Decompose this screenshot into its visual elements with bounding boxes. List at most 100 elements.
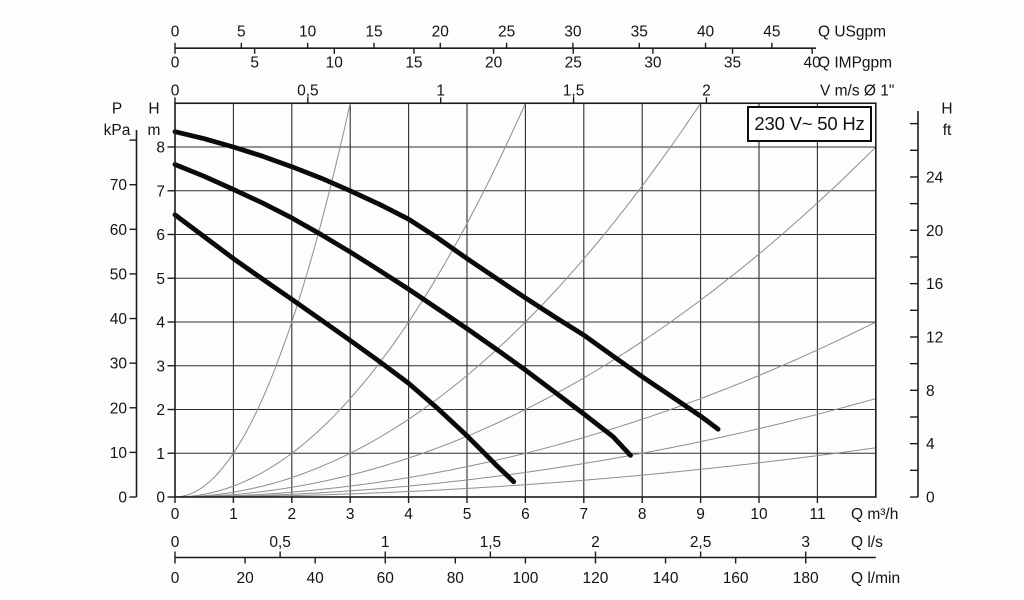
svg-text:0: 0 (171, 534, 180, 551)
svg-text:H: H (148, 101, 159, 118)
svg-text:ft: ft (943, 122, 952, 139)
svg-text:0,5: 0,5 (297, 83, 319, 100)
svg-text:60: 60 (377, 570, 395, 587)
svg-text:2: 2 (287, 506, 296, 523)
svg-text:0,5: 0,5 (269, 534, 291, 551)
pipe-loss-curve-n128 (175, 447, 876, 498)
svg-text:H: H (941, 101, 952, 118)
svg-text:3: 3 (156, 358, 165, 375)
svg-text:6: 6 (156, 227, 165, 244)
svg-text:1: 1 (436, 83, 445, 100)
axis-m3h: 0 1 2 3 4 5 6 7 8 9 10 11 Q m³/h (171, 497, 898, 523)
svg-text:0: 0 (171, 24, 180, 41)
pipe-loss-curve-n64 (175, 398, 876, 498)
pipe-loss-curve-n9 (175, 103, 702, 498)
svg-text:0: 0 (926, 490, 935, 507)
svg-text:1: 1 (381, 534, 390, 551)
svg-text:2: 2 (156, 402, 165, 419)
svg-text:2,5: 2,5 (690, 534, 712, 551)
power-rating-box: 230 V~ 50 Hz (747, 106, 872, 142)
svg-text:kPa: kPa (104, 122, 131, 139)
svg-text:35: 35 (631, 24, 648, 41)
svg-text:2: 2 (591, 534, 600, 551)
svg-text:Q l/s: Q l/s (851, 534, 883, 551)
svg-text:5: 5 (237, 24, 246, 41)
svg-text:30: 30 (110, 356, 128, 373)
svg-text:Q IMPgpm: Q IMPgpm (818, 55, 892, 72)
svg-text:0: 0 (171, 506, 180, 523)
svg-text:Q l/min: Q l/min (851, 570, 900, 587)
svg-text:20: 20 (926, 223, 944, 240)
svg-text:7: 7 (156, 183, 165, 200)
svg-text:40: 40 (697, 24, 715, 41)
pipe-loss-curve-n1 (174, 103, 351, 498)
svg-text:8: 8 (156, 140, 165, 157)
svg-text:5: 5 (250, 55, 259, 72)
svg-text:P: P (112, 101, 122, 118)
svg-text:35: 35 (724, 55, 741, 72)
svg-text:6: 6 (521, 506, 530, 523)
svg-text:120: 120 (583, 570, 609, 587)
svg-text:10: 10 (299, 24, 317, 41)
svg-text:15: 15 (405, 55, 422, 72)
svg-text:30: 30 (644, 55, 662, 72)
svg-text:4: 4 (926, 436, 935, 453)
svg-text:V m/s Ø 1": V m/s Ø 1" (820, 83, 894, 100)
axis-lmin: 0 20 40 60 80 100 120 140 160 180 Q l/min (171, 557, 900, 587)
axis-usgpm: 0 5 10 15 20 25 30 35 40 45 Q USgpm (171, 24, 886, 49)
svg-text:100: 100 (512, 570, 538, 587)
svg-text:3: 3 (801, 534, 810, 551)
svg-text:8: 8 (638, 506, 647, 523)
svg-text:16: 16 (926, 276, 943, 293)
pipe-loss-curve-n36 (175, 321, 877, 498)
svg-text:20: 20 (432, 24, 450, 41)
svg-text:1,5: 1,5 (480, 534, 502, 551)
svg-text:0: 0 (171, 83, 180, 100)
axis-impgpm: 0 5 10 15 20 25 30 35 40Q IMPgpm (171, 48, 892, 72)
axis-ft: 0 4 8 12 16 20 24 Hft (910, 101, 953, 507)
svg-text:12: 12 (926, 329, 943, 346)
svg-text:160: 160 (723, 570, 749, 587)
pump-curve-speed-lower (172, 212, 517, 485)
svg-text:30: 30 (564, 24, 582, 41)
svg-text:1: 1 (156, 446, 165, 463)
svg-text:15: 15 (365, 24, 382, 41)
svg-text:10: 10 (110, 445, 128, 462)
svg-text:0: 0 (171, 55, 180, 72)
svg-text:24: 24 (926, 169, 944, 186)
svg-text:20: 20 (110, 400, 128, 417)
svg-text:20: 20 (236, 570, 254, 587)
svg-text:11: 11 (809, 506, 825, 523)
svg-text:Q USgpm: Q USgpm (818, 24, 886, 41)
svg-text:10: 10 (750, 506, 768, 523)
svg-text:20: 20 (485, 55, 503, 72)
svg-text:1,5: 1,5 (563, 83, 585, 100)
svg-text:1: 1 (229, 506, 238, 523)
svg-text:70: 70 (110, 177, 128, 194)
pipe-loss-curve-n18 (175, 146, 877, 498)
svg-text:10: 10 (326, 55, 344, 72)
svg-text:140: 140 (653, 570, 679, 587)
pump-curves (172, 129, 721, 485)
svg-text:8: 8 (926, 383, 935, 400)
svg-text:9: 9 (696, 506, 705, 523)
svg-text:60: 60 (110, 222, 128, 239)
svg-text:40: 40 (307, 570, 325, 587)
axis-m: 0 1 2 3 4 5 6 7 8 Hm (148, 101, 175, 507)
svg-text:40: 40 (804, 55, 822, 72)
svg-text:0: 0 (156, 490, 165, 507)
svg-text:5: 5 (463, 506, 472, 523)
svg-text:4: 4 (156, 315, 165, 332)
svg-text:45: 45 (763, 24, 780, 41)
svg-text:25: 25 (498, 24, 515, 41)
svg-text:Q m³/h: Q m³/h (851, 506, 898, 523)
svg-text:180: 180 (793, 570, 819, 587)
power-rating-label: 230 V~ 50 Hz (754, 113, 865, 134)
svg-text:5: 5 (156, 271, 165, 288)
pipe-loss-curves (174, 103, 877, 498)
svg-text:4: 4 (404, 506, 413, 523)
svg-text:80: 80 (447, 570, 465, 587)
